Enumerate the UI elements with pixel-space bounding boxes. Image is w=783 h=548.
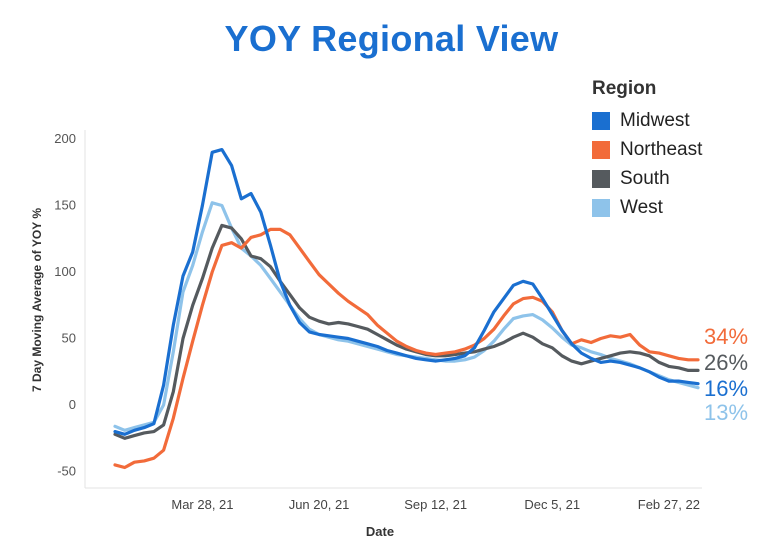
legend-swatch	[592, 198, 610, 217]
series-line-west	[113, 201, 700, 432]
x-tick-label: Feb 27, 22	[638, 497, 700, 512]
chart-axes: -50 0 50 100 150 200 Mar 28, 21 Jun 20, 21 Sep 1…	[54, 130, 702, 512]
legend: Region Midwest Northeast South West	[592, 78, 702, 222]
end-label-west: 13%	[704, 400, 749, 425]
y-tick-label: 100	[54, 264, 76, 279]
legend-label: Northeast	[620, 138, 703, 160]
end-label-midwest: 16%	[704, 376, 749, 401]
chart-title: YOY Regional View	[224, 18, 559, 59]
x-tick-label: Jun 20, 21	[289, 497, 350, 512]
y-tick-label: 200	[54, 131, 76, 146]
x-tick-label: Mar 28, 21	[171, 497, 233, 512]
legend-item-northeast: Northeast	[592, 135, 702, 164]
end-label-northeast: 34%	[704, 324, 749, 349]
y-axis-label: 7 Day Moving Average of YOY %	[30, 207, 44, 393]
legend-item-midwest: Midwest	[592, 106, 702, 135]
y-tick-label: 50	[62, 331, 76, 346]
series-line-northeast	[113, 227, 700, 470]
legend-items: Midwest Northeast South West	[592, 106, 702, 222]
chart-series-lines	[113, 148, 700, 470]
x-tick-label: Dec 5, 21	[524, 497, 580, 512]
x-axis-label: Date	[365, 524, 395, 539]
x-tick-label: Sep 12, 21	[404, 497, 467, 512]
legend-item-west: West	[592, 193, 702, 222]
series-line-south	[113, 223, 700, 440]
legend-title: Region	[592, 78, 657, 99]
end-label-south: 26%	[704, 350, 749, 375]
y-tick-label: -50	[57, 464, 76, 479]
legend-swatch	[592, 169, 610, 188]
y-tick-label: 150	[54, 198, 76, 213]
legend-swatch	[592, 140, 610, 159]
legend-item-south: South	[592, 164, 702, 193]
legend-swatch	[592, 111, 610, 130]
legend-label: West	[620, 196, 663, 218]
y-tick-label: 0	[69, 397, 76, 412]
legend-label: Midwest	[620, 109, 690, 131]
series-line-midwest	[113, 148, 700, 436]
legend-label: South	[620, 167, 670, 189]
